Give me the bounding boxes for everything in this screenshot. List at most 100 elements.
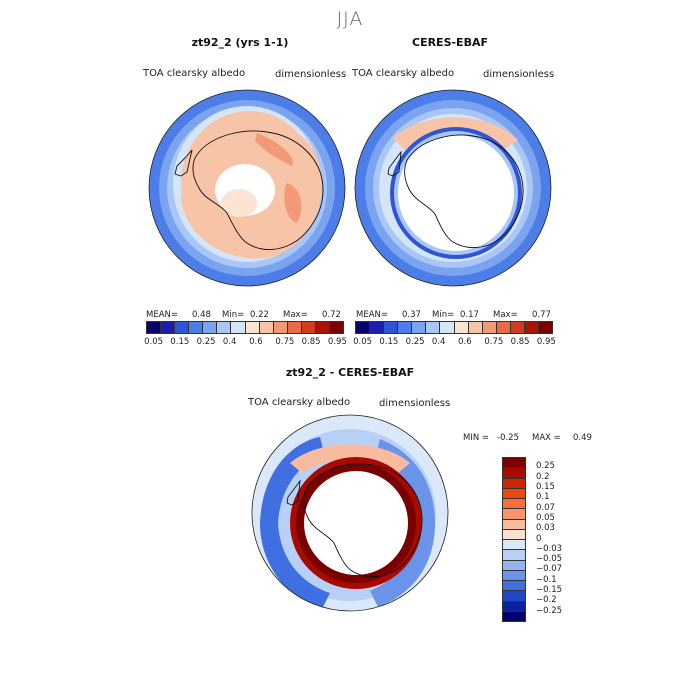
right-colorbar-swatch	[384, 322, 399, 333]
diff-colorbar-swatch	[503, 458, 525, 469]
diff-colorbar-tick: 0.05	[536, 512, 555, 523]
diff-field-missing-pole	[304, 471, 408, 575]
diff-colorbar-ticks: 0.25 0.2 0.15 0.1 0.07 0.05 0.03 0 −0.03 −0.05 −0.…	[502, 457, 592, 622]
right-colorbar-tick: 0.05	[353, 337, 373, 347]
right-field-peach-arc	[393, 117, 518, 150]
right-polar-map	[354, 89, 552, 287]
right-colorbar	[355, 321, 553, 334]
diff-colorbar-swatch	[503, 560, 525, 571]
right-min-label: Min=	[432, 310, 455, 320]
right-mean-label: MEAN=	[356, 310, 388, 320]
left-mean-value: 0.48	[192, 310, 211, 320]
diff-colorbar-tick: 0.2	[536, 471, 550, 482]
right-colorbar-swatch	[398, 322, 413, 333]
diff-panel-title: zt92_2 - CERES-EBAF	[285, 366, 415, 379]
left-variable-label: TOA clearsky albedo	[143, 68, 246, 79]
diff-colorbar-swatch	[503, 550, 525, 561]
left-colorbar-tick: 0.4	[222, 337, 237, 347]
right-variable-label: TOA clearsky albedo	[352, 68, 455, 79]
diff-colorbar-tick: −0.25	[536, 605, 563, 616]
left-min-value: 0.22	[250, 310, 269, 320]
left-colorbar-swatch	[175, 322, 190, 333]
diff-max-label: MAX =	[532, 433, 561, 443]
diff-colorbar-swatch	[503, 478, 525, 489]
diff-colorbar-swatch	[503, 570, 525, 581]
diff-colorbar-swatch	[503, 581, 525, 592]
left-min-label: Min=	[222, 310, 245, 320]
diff-colorbar-tick: 0	[536, 533, 542, 544]
right-units-label: dimensionless	[483, 69, 555, 80]
left-colorbar-swatch	[217, 322, 232, 333]
left-colorbar-tick: 0.6	[249, 337, 263, 347]
right-colorbar-tick: 0.95	[536, 337, 556, 347]
diff-colorbar-swatch	[503, 591, 525, 602]
left-colorbar-swatch	[203, 322, 218, 333]
diff-colorbar-tick: −0.1	[536, 574, 557, 585]
diff-colorbar-tick: −0.07	[536, 564, 563, 575]
left-max-value: 0.72	[322, 310, 341, 320]
left-max-label: Max=	[283, 310, 308, 320]
right-colorbar-tick: 0.4	[431, 337, 446, 347]
right-colorbar-tick: 0.15	[379, 337, 399, 347]
left-colorbar-swatch	[147, 322, 162, 333]
right-colorbar-tick: 0.75	[484, 337, 504, 347]
left-field-white-pole2	[221, 189, 257, 217]
left-units-label: dimensionless	[275, 69, 347, 80]
right-colorbar-swatch	[426, 322, 441, 333]
diff-colorbar-tick: −0.03	[536, 543, 563, 554]
left-colorbar-swatch	[189, 322, 204, 333]
left-colorbar-swatch	[259, 322, 274, 333]
diff-colorbar-swatch	[503, 540, 525, 551]
left-colorbar-tick: 0.25	[196, 337, 216, 347]
diff-colorbar-wrap: 0.25 0.2 0.15 0.1 0.07 0.05 0.03 0 −0.03 −0.05 −0.…	[502, 457, 592, 622]
diff-colorbar-tick: −0.2	[536, 595, 557, 606]
right-max-label: Max=	[493, 310, 518, 320]
right-colorbar-swatch	[524, 322, 540, 333]
right-panel-title: CERES-EBAF	[412, 36, 488, 49]
left-mean-label: MEAN=	[146, 310, 178, 320]
right-colorbar-swatch	[510, 322, 525, 333]
diff-colorbar-tick: 0.1	[536, 492, 550, 503]
right-colorbar-tick: 0.6	[458, 337, 472, 347]
diff-min-value: -0.25	[497, 433, 519, 443]
right-colorbar-swatch	[412, 322, 427, 333]
right-colorbar-tick: 0.25	[405, 337, 425, 347]
left-polar-map	[148, 89, 346, 287]
right-max-value: 0.77	[532, 310, 551, 320]
right-colorbar-swatch	[468, 322, 483, 333]
diff-field-blue-right	[370, 439, 435, 607]
diff-field-blue-left	[260, 437, 330, 609]
diff-polar-map	[251, 414, 449, 612]
right-mean-value: 0.37	[402, 310, 421, 320]
left-colorbar-ticks: 0.05 0.15 0.25 0.4 0.6 0.75 0.85 0.95	[144, 337, 347, 349]
right-min-value: 0.17	[460, 310, 479, 320]
diff-colorbar-tick: 0.15	[536, 481, 555, 492]
right-coastline	[387, 134, 524, 249]
left-colorbar	[146, 321, 344, 334]
diff-colorbar-swatch	[503, 488, 525, 499]
left-colorbar-swatch	[287, 322, 302, 333]
left-colorbar-swatch	[161, 322, 176, 333]
diff-coastline	[286, 463, 423, 578]
season-title: JJA	[336, 8, 364, 30]
left-field-salmon-2	[284, 183, 302, 223]
right-colorbar-swatch	[454, 322, 469, 333]
right-colorbar-swatch	[370, 322, 385, 333]
right-colorbar-ticks: 0.05 0.15 0.25 0.4 0.6 0.75 0.85 0.95	[353, 337, 556, 349]
left-coastline	[174, 130, 324, 250]
diff-colorbar-tick: −0.05	[536, 554, 563, 565]
diff-colorbar-swatch	[503, 519, 525, 530]
diff-colorbar-swatch	[503, 529, 525, 540]
left-field-salmon-1	[255, 133, 293, 166]
right-colorbar-swatch	[539, 322, 553, 333]
diff-colorbar-tick: 0.03	[536, 523, 555, 534]
left-colorbar-swatch	[315, 322, 331, 333]
diff-colorbar-tick: 0.07	[536, 502, 555, 513]
diff-colorbar-tick: −0.15	[536, 585, 563, 596]
right-colorbar-tick: 0.85	[510, 337, 530, 347]
diff-colorbar-swatch	[503, 499, 525, 510]
diff-variable-label: TOA clearsky albedo	[248, 397, 351, 408]
diff-colorbar-swatch	[503, 468, 525, 479]
left-colorbar-swatch	[231, 322, 246, 333]
right-colorbar-swatch	[496, 322, 511, 333]
